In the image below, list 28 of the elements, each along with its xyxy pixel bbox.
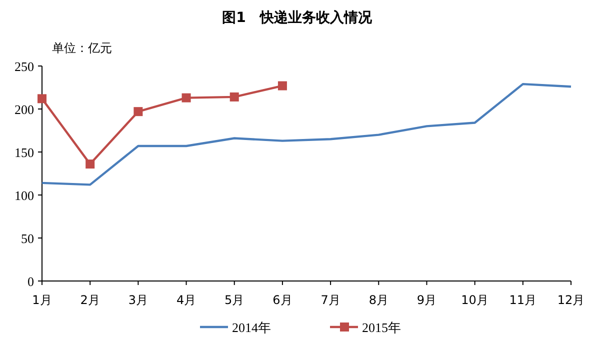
y-tick-label: 0 [28, 274, 34, 289]
x-tick-label: 9月 [416, 293, 437, 307]
point [278, 81, 287, 90]
point [86, 160, 95, 169]
x-tick-label: 4月 [176, 293, 196, 307]
y-tick-label: 50 [21, 231, 34, 246]
x-tick-label: 7月 [320, 293, 340, 307]
point [182, 93, 191, 102]
legend-label: 2015年 [362, 320, 401, 335]
x-tick-label: 12月 [557, 293, 585, 307]
x-tick-label: 5月 [224, 293, 244, 307]
chart-title: 图1 快递业务收入情况 [222, 9, 373, 26]
x-tick-label: 10月 [461, 293, 488, 307]
legend-label: 2014年 [232, 320, 271, 335]
point [38, 94, 46, 104]
y-tick-label: 250 [14, 59, 34, 74]
x-tick-label: 8月 [368, 293, 388, 307]
y-tick-label: 100 [14, 188, 34, 203]
y-tick-label: 150 [14, 145, 34, 160]
x-tick-label: 11月 [509, 293, 537, 307]
x-tick-label: 3月 [128, 293, 148, 307]
x-tick-label: 1月 [32, 293, 52, 307]
point [230, 92, 239, 102]
y-tick-label: 200 [14, 102, 34, 117]
x-tick-label: 6月 [272, 293, 292, 307]
text: 单位：亿元 [52, 41, 112, 55]
point [134, 107, 143, 116]
x-tick-label: 2月 [80, 293, 100, 307]
